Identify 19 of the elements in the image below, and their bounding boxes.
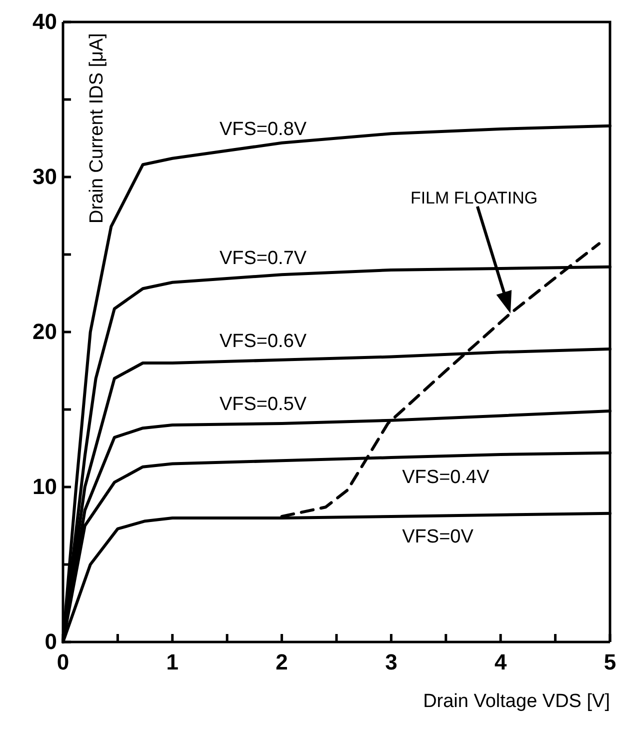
y-axis-title: Drain Current IDS [μA] xyxy=(86,33,108,224)
x-tick-label: 5 xyxy=(604,650,616,675)
x-tick-label: 1 xyxy=(166,650,179,675)
y-tick-label: 20 xyxy=(32,319,57,344)
series-label: VFS=0.6V xyxy=(219,331,307,352)
x-tick-label: 4 xyxy=(494,650,508,675)
x-axis-title: Drain Voltage VDS [V] xyxy=(423,691,610,712)
series-label: VFS=0.8V xyxy=(219,119,307,140)
series-label: VFS=0.4V xyxy=(402,467,490,488)
x-tick-label: 3 xyxy=(385,650,398,675)
series-label: VFS=0.5V xyxy=(219,394,307,416)
x-tick-label: 2 xyxy=(276,650,288,675)
y-tick-label: 30 xyxy=(32,164,57,190)
series-label: VFS=0V xyxy=(402,526,474,548)
y-tick-label: 10 xyxy=(32,474,57,500)
series-label: VFS=0.7V xyxy=(219,248,307,269)
annotation: FILM FLOATING xyxy=(410,188,538,208)
y-tick-label: 0 xyxy=(44,629,57,654)
y-tick-label: 40 xyxy=(32,9,57,34)
